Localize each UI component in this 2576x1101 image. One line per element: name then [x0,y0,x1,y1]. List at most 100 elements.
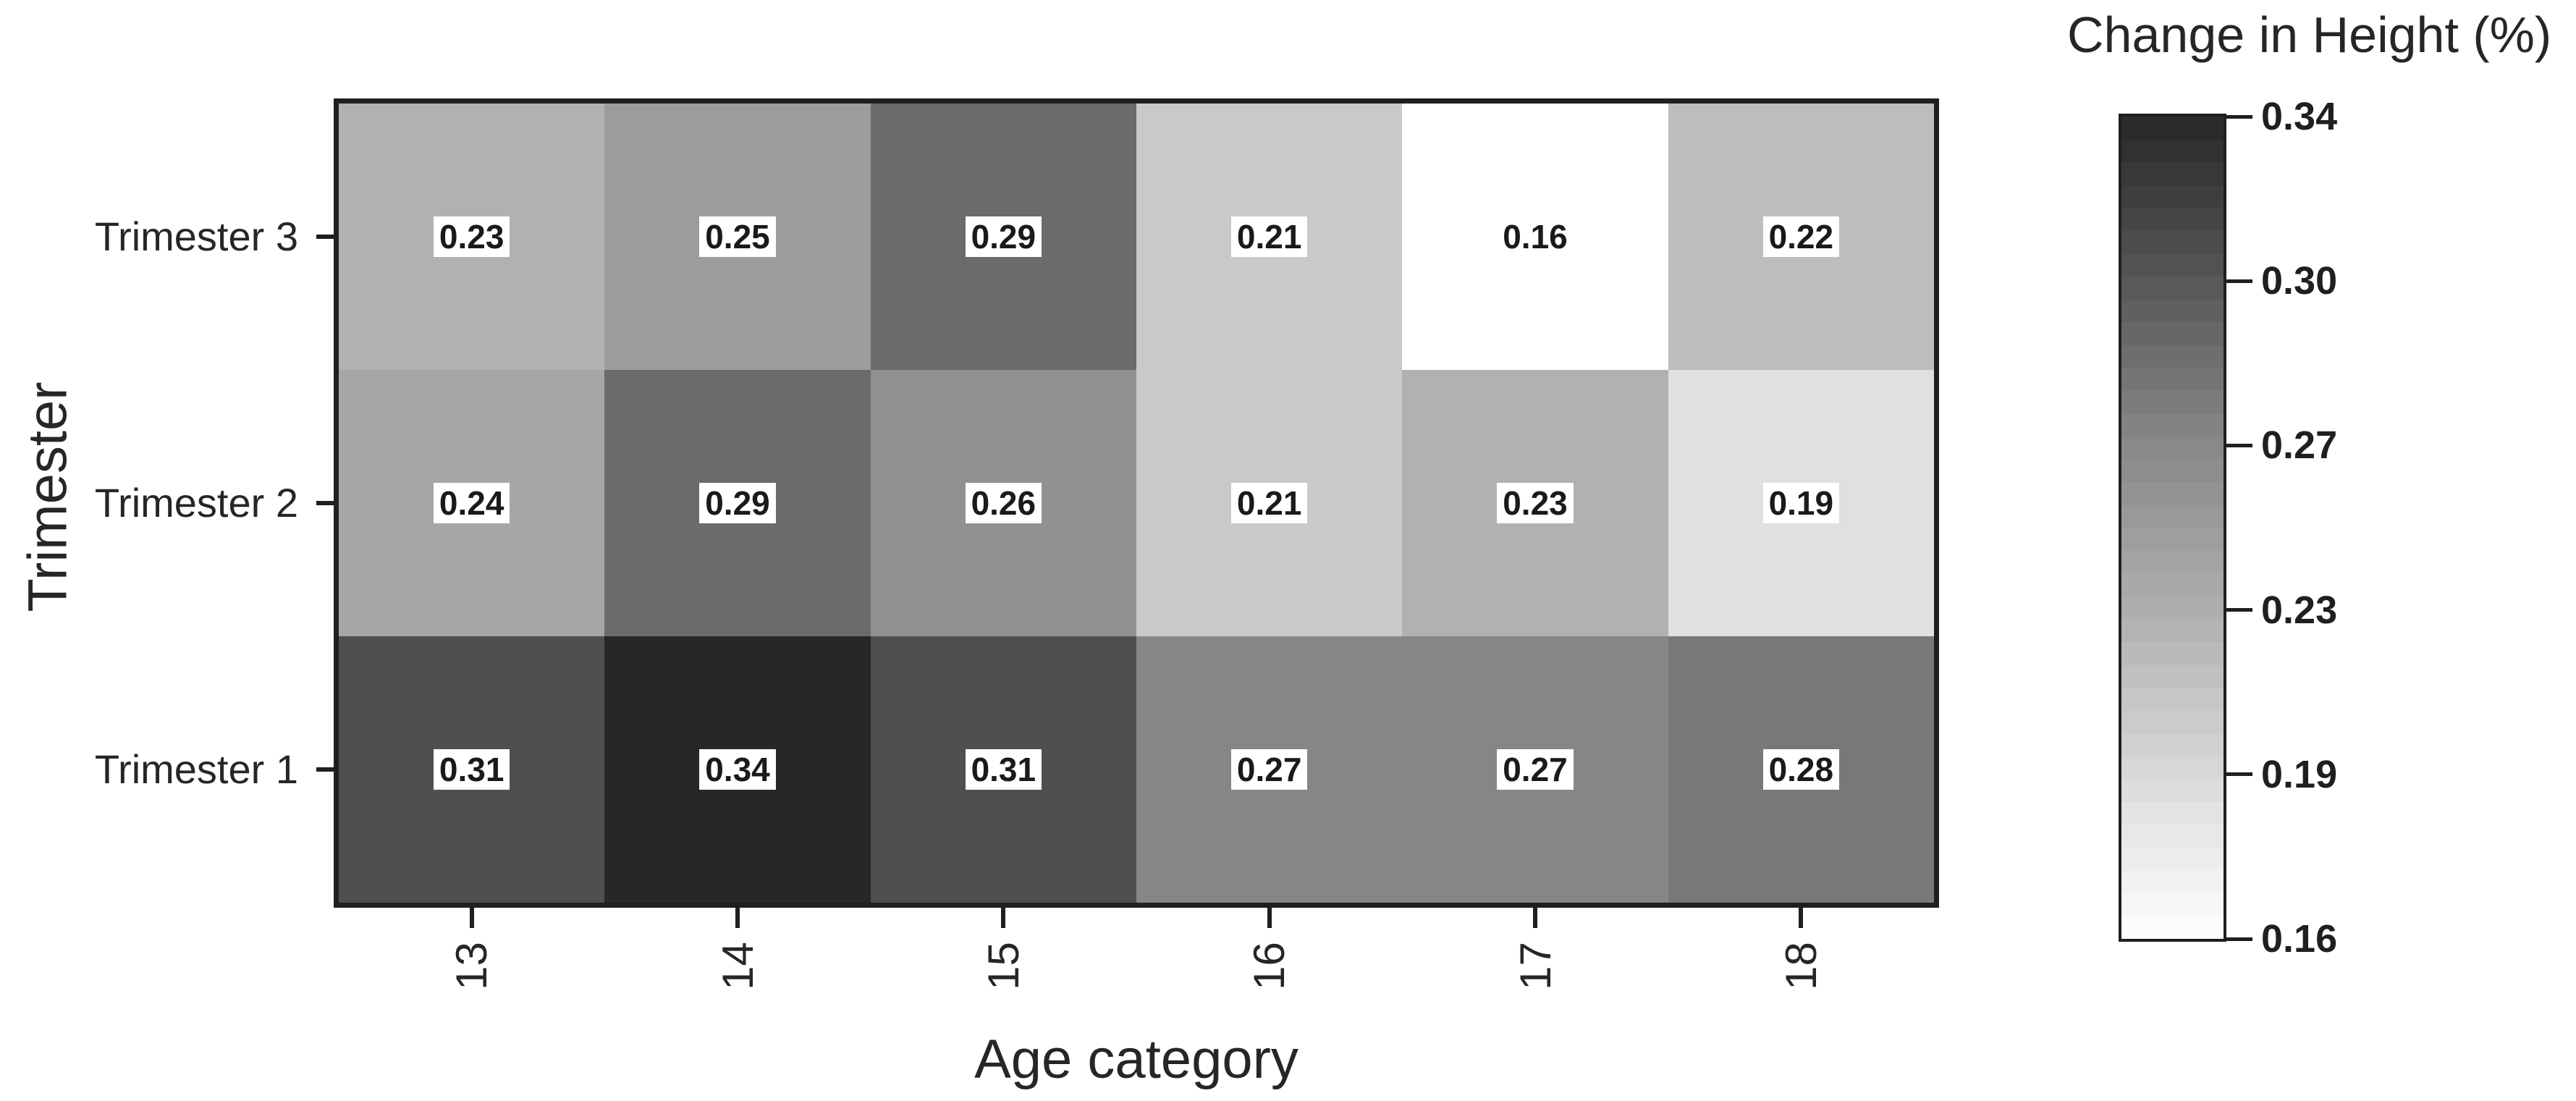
cell-value-label: 0.27 [1497,748,1574,790]
colorbar-band [2121,733,2224,756]
heatmap-cell: 0.19 [1668,370,1934,636]
cell-value-label: 0.22 [1762,216,1840,258]
cell-value-label: 0.26 [965,482,1042,524]
colorbar-band [2121,665,2224,688]
heatmap-cell: 0.29 [604,370,871,636]
colorbar-band [2121,848,2224,871]
colorbar-band [2121,139,2224,163]
cell-value-label: 0.29 [965,216,1042,258]
x-tick-label: 16 [1245,941,1294,990]
cell-value-label: 0.28 [1762,748,1840,790]
x-axis-tick [1533,905,1537,928]
colorbar-band [2121,779,2224,802]
colorbar-band [2121,345,2224,368]
x-axis-tick [735,905,740,928]
heatmap-cell: 0.23 [1402,370,1668,636]
cell-value-label: 0.24 [433,482,510,524]
heatmap-cell: 0.25 [604,104,871,370]
x-tick-label: 17 [1511,941,1560,990]
colorbar-band [2121,596,2224,620]
colorbar-gradient [2121,117,2224,940]
x-axis-tick [1001,905,1006,928]
x-tick-label: 14 [713,941,762,990]
colorbar-band [2121,756,2224,780]
colorbar-band [2121,916,2224,940]
colorbar-tick [2226,114,2252,119]
colorbar-tick-label: 0.23 [2261,588,2338,632]
colorbar-band [2121,390,2224,414]
colorbar-tick-label: 0.27 [2261,423,2338,468]
heatmap-cell: 0.21 [1136,104,1403,370]
heatmap-cell: 0.27 [1136,636,1403,903]
y-axis-tick [316,501,339,505]
colorbar-tick [2226,937,2252,941]
colorbar-band [2121,893,2224,916]
colorbar-band [2121,185,2224,208]
cell-value-label: 0.19 [1762,482,1840,524]
cell-value-label: 0.23 [433,216,510,258]
heatmap-cell: 0.31 [339,636,605,903]
x-tick-label: 13 [447,941,497,990]
cell-value-label: 0.31 [433,748,510,790]
colorbar-band [2121,550,2224,574]
heatmap-cell: 0.29 [870,104,1136,370]
colorbar-tick [2226,772,2252,777]
x-axis-tick [1267,905,1272,928]
colorbar-tick [2226,443,2252,447]
heatmap-cell: 0.28 [1668,636,1934,903]
colorbar-band [2121,528,2224,551]
colorbar-tick [2226,279,2252,283]
heatmap-cell: 0.27 [1402,636,1668,903]
y-axis-tick [316,235,339,239]
colorbar-band [2121,573,2224,596]
colorbar [2119,114,2226,942]
colorbar-title: Change in Height (%) [2067,7,2552,63]
cell-value-label: 0.27 [1230,748,1308,790]
colorbar-band [2121,824,2224,848]
colorbar-band [2121,253,2224,277]
colorbar-band [2121,710,2224,734]
colorbar-band [2121,641,2224,665]
colorbar-band [2121,117,2224,140]
heatmap-cell: 0.16 [1402,104,1668,370]
cell-value-label: 0.21 [1230,482,1308,524]
cell-value-label: 0.34 [699,748,776,790]
colorbar-band [2121,299,2224,323]
colorbar-band [2121,368,2224,391]
x-tick-label: 15 [979,941,1028,990]
colorbar-band [2121,688,2224,711]
colorbar-tick-label: 0.19 [2261,752,2338,796]
heatmap-cell: 0.31 [870,636,1136,903]
colorbar-band [2121,505,2224,528]
colorbar-band [2121,619,2224,642]
heatmap-cell: 0.22 [1668,104,1934,370]
heatmap-cell: 0.34 [604,636,871,903]
heatmap-cell: 0.26 [870,370,1136,636]
heatmap-cell: 0.23 [339,104,605,370]
colorbar-band [2121,459,2224,482]
y-tick-label: Trimester 2 [94,480,298,526]
y-tick-label: Trimester 1 [94,746,298,792]
colorbar-tick-label: 0.16 [2261,917,2338,961]
colorbar-tick-label: 0.34 [2261,95,2338,138]
colorbar-band [2121,870,2224,894]
colorbar-band [2121,208,2224,231]
cell-value-label: 0.31 [965,748,1042,790]
heatmap-grid: 0.23 0.25 0.29 0.21 0.16 0.22 0.24 0.29 0.26 0.21… [339,104,1934,903]
y-axis-tick [316,767,339,772]
x-axis-title: Age category [974,1029,1298,1090]
cell-value-label: 0.29 [699,482,776,524]
colorbar-band [2121,413,2224,436]
cell-value-label: 0.25 [699,216,776,258]
colorbar-band [2121,162,2224,185]
x-axis-tick [1799,905,1804,928]
x-tick-label: 18 [1776,941,1825,990]
colorbar-tick [2226,608,2252,612]
colorbar-tick-label: 0.30 [2261,259,2338,303]
colorbar-band [2121,801,2224,825]
cell-value-label: 0.23 [1497,482,1574,524]
x-axis-tick [469,905,474,928]
heatmap-cell: 0.21 [1136,370,1403,636]
cell-value-label: 0.16 [1497,216,1574,258]
